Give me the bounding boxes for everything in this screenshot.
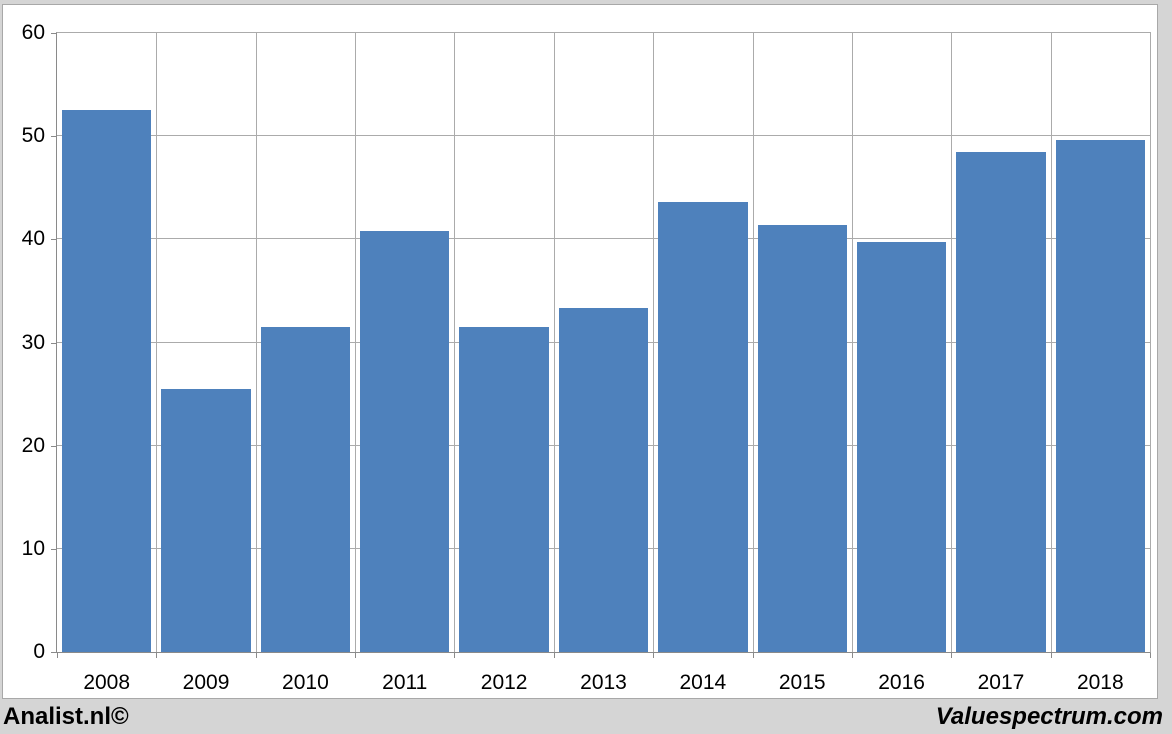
- y-tick-mark: [51, 548, 57, 550]
- y-tick-label-40: 40: [21, 227, 45, 251]
- gridline-x-3: [355, 33, 357, 652]
- x-tick-label-2009: 2009: [182, 671, 230, 694]
- gridline-x-2: [255, 33, 257, 652]
- x-tick-mark: [255, 653, 257, 658]
- gridline-x-1: [156, 33, 158, 652]
- x-tick-mark: [851, 653, 853, 658]
- bar-2018: [1055, 140, 1146, 652]
- y-tick-label-0: 0: [33, 640, 45, 663]
- x-tick-label-2014: 2014: [679, 671, 727, 694]
- gridline-x-8: [851, 33, 853, 652]
- x-tick-label-2018: 2018: [1076, 671, 1124, 694]
- x-tick-label-2010: 2010: [282, 671, 329, 694]
- gridline-x-9: [951, 33, 953, 652]
- x-tick-label-2016: 2016: [878, 671, 925, 694]
- y-tick-mark: [51, 445, 57, 447]
- x-tick-label-2011: 2011: [382, 671, 428, 694]
- bar-2010: [260, 327, 351, 652]
- x-tick-mark: [1150, 653, 1151, 658]
- x-tick-label-2008: 2008: [83, 671, 131, 694]
- x-tick-mark: [752, 653, 754, 658]
- bar-2012: [459, 327, 549, 652]
- x-tick-mark: [1050, 653, 1052, 658]
- x-tick-mark: [355, 653, 357, 658]
- y-tick-mark: [51, 33, 57, 34]
- bar-2013: [558, 308, 649, 652]
- valuespectrum-credit: Valuespectrum.com: [935, 702, 1163, 730]
- gridline-y-40: [57, 238, 1150, 240]
- y-tick-mark: [51, 136, 57, 138]
- gridline-y-50: [57, 135, 1150, 137]
- y-tick-mark: [51, 342, 57, 344]
- y-tick-mark: [51, 239, 57, 241]
- gridline-x-7: [752, 33, 754, 652]
- analist-credit: Analist.nl©: [3, 702, 129, 730]
- bar-2016: [856, 242, 947, 652]
- x-tick-mark: [57, 653, 58, 658]
- y-tick-label-50: 50: [21, 124, 45, 148]
- bar-2017: [956, 151, 1046, 652]
- bar-2008: [61, 110, 152, 652]
- y-tick-label-20: 20: [21, 433, 45, 457]
- footer-bar: Analist.nl© Valuespectrum.com: [0, 701, 1172, 734]
- bar-2011: [360, 231, 450, 652]
- y-tick-label-30: 30: [21, 330, 45, 354]
- x-tick-label-2012: 2012: [480, 671, 528, 694]
- x-tick-mark: [156, 653, 158, 658]
- y-tick-label-60: 60: [21, 21, 45, 44]
- x-tick-label-2013: 2013: [580, 671, 627, 694]
- x-tick-mark: [951, 653, 953, 658]
- gridline-x-6: [653, 33, 655, 652]
- gridline-x-5: [553, 33, 555, 652]
- x-tick-mark: [553, 653, 555, 658]
- gridline-x-10: [1050, 33, 1052, 652]
- y-tick-label-10: 10: [21, 536, 45, 560]
- bar-2014: [658, 202, 748, 652]
- plot-area: [56, 32, 1151, 653]
- y-tick-mark: [51, 652, 57, 653]
- x-tick-label-2017: 2017: [977, 671, 1025, 694]
- x-tick-mark: [653, 653, 655, 658]
- chart-panel: 0 10 20 30 40 50 60 2008 2009 2010 2011 2012 2013 20…: [2, 4, 1158, 699]
- bar-2015: [757, 224, 847, 652]
- x-tick-mark: [454, 653, 456, 658]
- gridline-x-4: [454, 33, 456, 652]
- bar-2009: [161, 388, 251, 652]
- x-tick-label-2015: 2015: [778, 671, 826, 694]
